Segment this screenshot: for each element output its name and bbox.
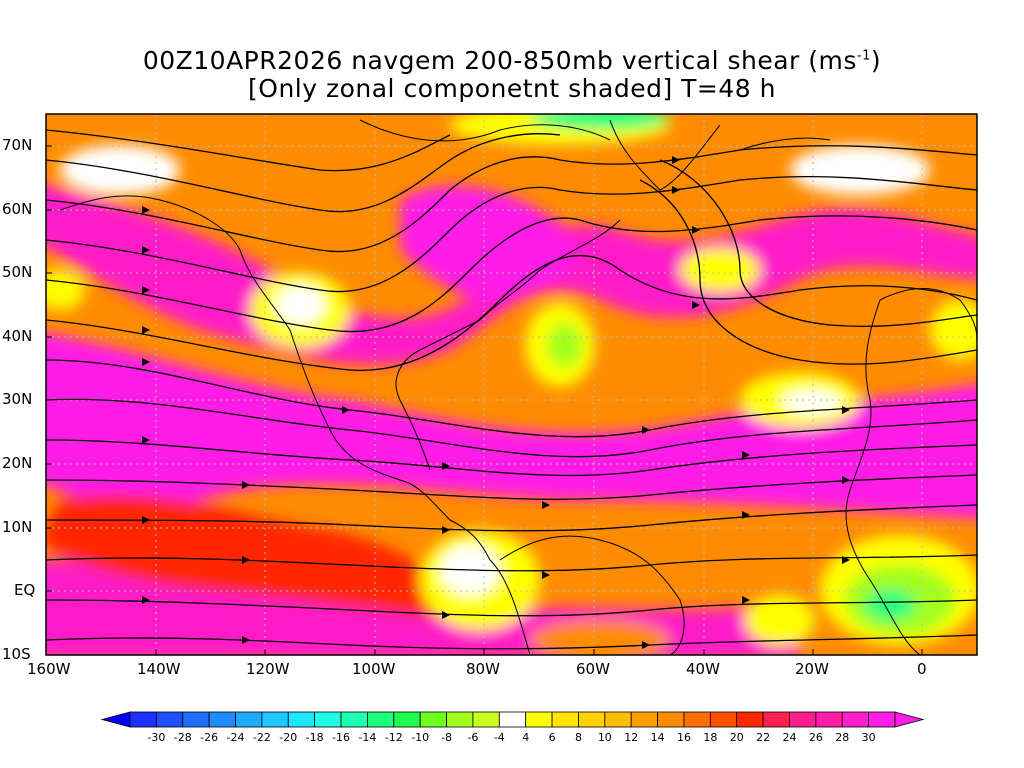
colorbar-swatch xyxy=(630,711,658,728)
colorbar-tick-label: -22 xyxy=(253,731,271,744)
colorbar-tick-label: 10 xyxy=(598,731,612,744)
colorbar-tick-label: -24 xyxy=(227,731,245,744)
lon-label-160w: 160W xyxy=(27,660,71,678)
colorbar-swatch xyxy=(841,711,870,728)
colorbar-tick-label: 22 xyxy=(756,731,770,744)
lon-label-40w: 40W xyxy=(686,660,720,678)
colorbar-max-arrow xyxy=(894,711,925,728)
lat-label-40n: 40N xyxy=(2,327,33,345)
lat-label-60n: 60N xyxy=(2,200,33,218)
lon-label-140w: 140W xyxy=(137,660,181,678)
colorbar-swatch xyxy=(367,711,395,728)
colorbar-swatch xyxy=(736,711,764,728)
colorbar-tick-label: 12 xyxy=(624,731,638,744)
streamlines xyxy=(46,129,977,650)
colorbar-swatch xyxy=(525,711,553,728)
colorbar-swatch xyxy=(182,711,210,728)
colorbar-swatch xyxy=(868,711,896,728)
colorbar-tick-label: -26 xyxy=(200,731,218,744)
coastlines xyxy=(59,119,977,655)
colorbar-tick-label: -6 xyxy=(467,731,478,744)
colorbar-swatch xyxy=(498,711,527,728)
colorbar-tick-label: -8 xyxy=(441,731,452,744)
colorbar-tick-label: 14 xyxy=(651,731,665,744)
streamline-arrows xyxy=(142,156,850,649)
lat-label-10s: 10S xyxy=(2,645,31,663)
colorbar-swatch xyxy=(287,711,316,728)
colorbar-swatch xyxy=(129,711,157,728)
lon-label-0: 0 xyxy=(917,660,927,678)
colorbar-tick-label: 18 xyxy=(703,731,717,744)
lat-label-20n: 20N xyxy=(2,454,33,472)
colorbar-swatch xyxy=(789,711,817,728)
colorbar-tick-label: 28 xyxy=(835,731,849,744)
colorbar-tick-label: -18 xyxy=(306,731,324,744)
chart-title-line-2: [Only zonal componetnt shaded] T=48 h xyxy=(248,74,776,103)
axis-ticks xyxy=(46,145,923,655)
colorbar-tick-label: -16 xyxy=(332,731,350,744)
colorbar-tick-label: 8 xyxy=(575,731,582,744)
lon-label-120w: 120W xyxy=(246,660,290,678)
lon-label-80w: 80W xyxy=(466,660,500,678)
lon-label-100w: 100W xyxy=(352,660,396,678)
colorbar-swatch xyxy=(340,711,368,728)
colorbar-swatch xyxy=(208,711,236,728)
colorbar-tick-label: -10 xyxy=(411,731,429,744)
lat-label-10n: 10N xyxy=(2,518,33,536)
colorbar-tick-label: 4 xyxy=(522,731,529,744)
colorbar-tick-label: 20 xyxy=(730,731,744,744)
colorbar-tick-label: 26 xyxy=(809,731,823,744)
colorbar-swatch xyxy=(446,711,474,728)
colorbar-swatch xyxy=(261,711,289,728)
colorbar-min-arrow xyxy=(100,711,131,728)
colorbar-tick-label: -14 xyxy=(358,731,376,744)
colorbar-swatch xyxy=(393,711,421,728)
colorbar-tick-label: -12 xyxy=(385,731,403,744)
colorbar-swatch xyxy=(314,711,342,728)
colorbar-swatch xyxy=(419,711,447,728)
colorbar-tick-label: 16 xyxy=(677,731,691,744)
lat-label-eq: EQ xyxy=(14,581,36,599)
colorbar-swatch xyxy=(472,711,500,728)
lat-label-70n: 70N xyxy=(2,136,33,154)
colorbar-swatch xyxy=(551,711,579,728)
colorbar-tick-label: 6 xyxy=(549,731,556,744)
lat-label-30n: 30N xyxy=(2,390,33,408)
chart-title-line-1: 00Z10APR2026 navgem 200-850mb vertical s… xyxy=(142,46,882,75)
colorbar-swatch xyxy=(235,711,263,728)
colorbar-swatch xyxy=(657,711,685,728)
lat-label-50n: 50N xyxy=(2,263,33,281)
lon-label-60w: 60W xyxy=(576,660,610,678)
lon-label-20w: 20W xyxy=(795,660,829,678)
colorbar-swatch xyxy=(815,711,843,728)
colorbar-tick-label: -28 xyxy=(174,731,192,744)
colorbar-tick-label: -20 xyxy=(279,731,297,744)
colorbar-swatch xyxy=(155,711,184,728)
colorbar-swatch xyxy=(683,711,711,728)
colorbar-swatch xyxy=(709,711,738,728)
colorbar-tick-label: 24 xyxy=(782,731,796,744)
colorbar-tick-label: -4 xyxy=(494,731,505,744)
colorbar-swatch xyxy=(762,711,790,728)
colorbar-tick-label: 30 xyxy=(862,731,876,744)
colorbar-swatch xyxy=(578,711,606,728)
colorbar-tick-label: -30 xyxy=(147,731,165,744)
colorbar-swatch xyxy=(604,711,632,728)
map-frame xyxy=(45,113,978,656)
